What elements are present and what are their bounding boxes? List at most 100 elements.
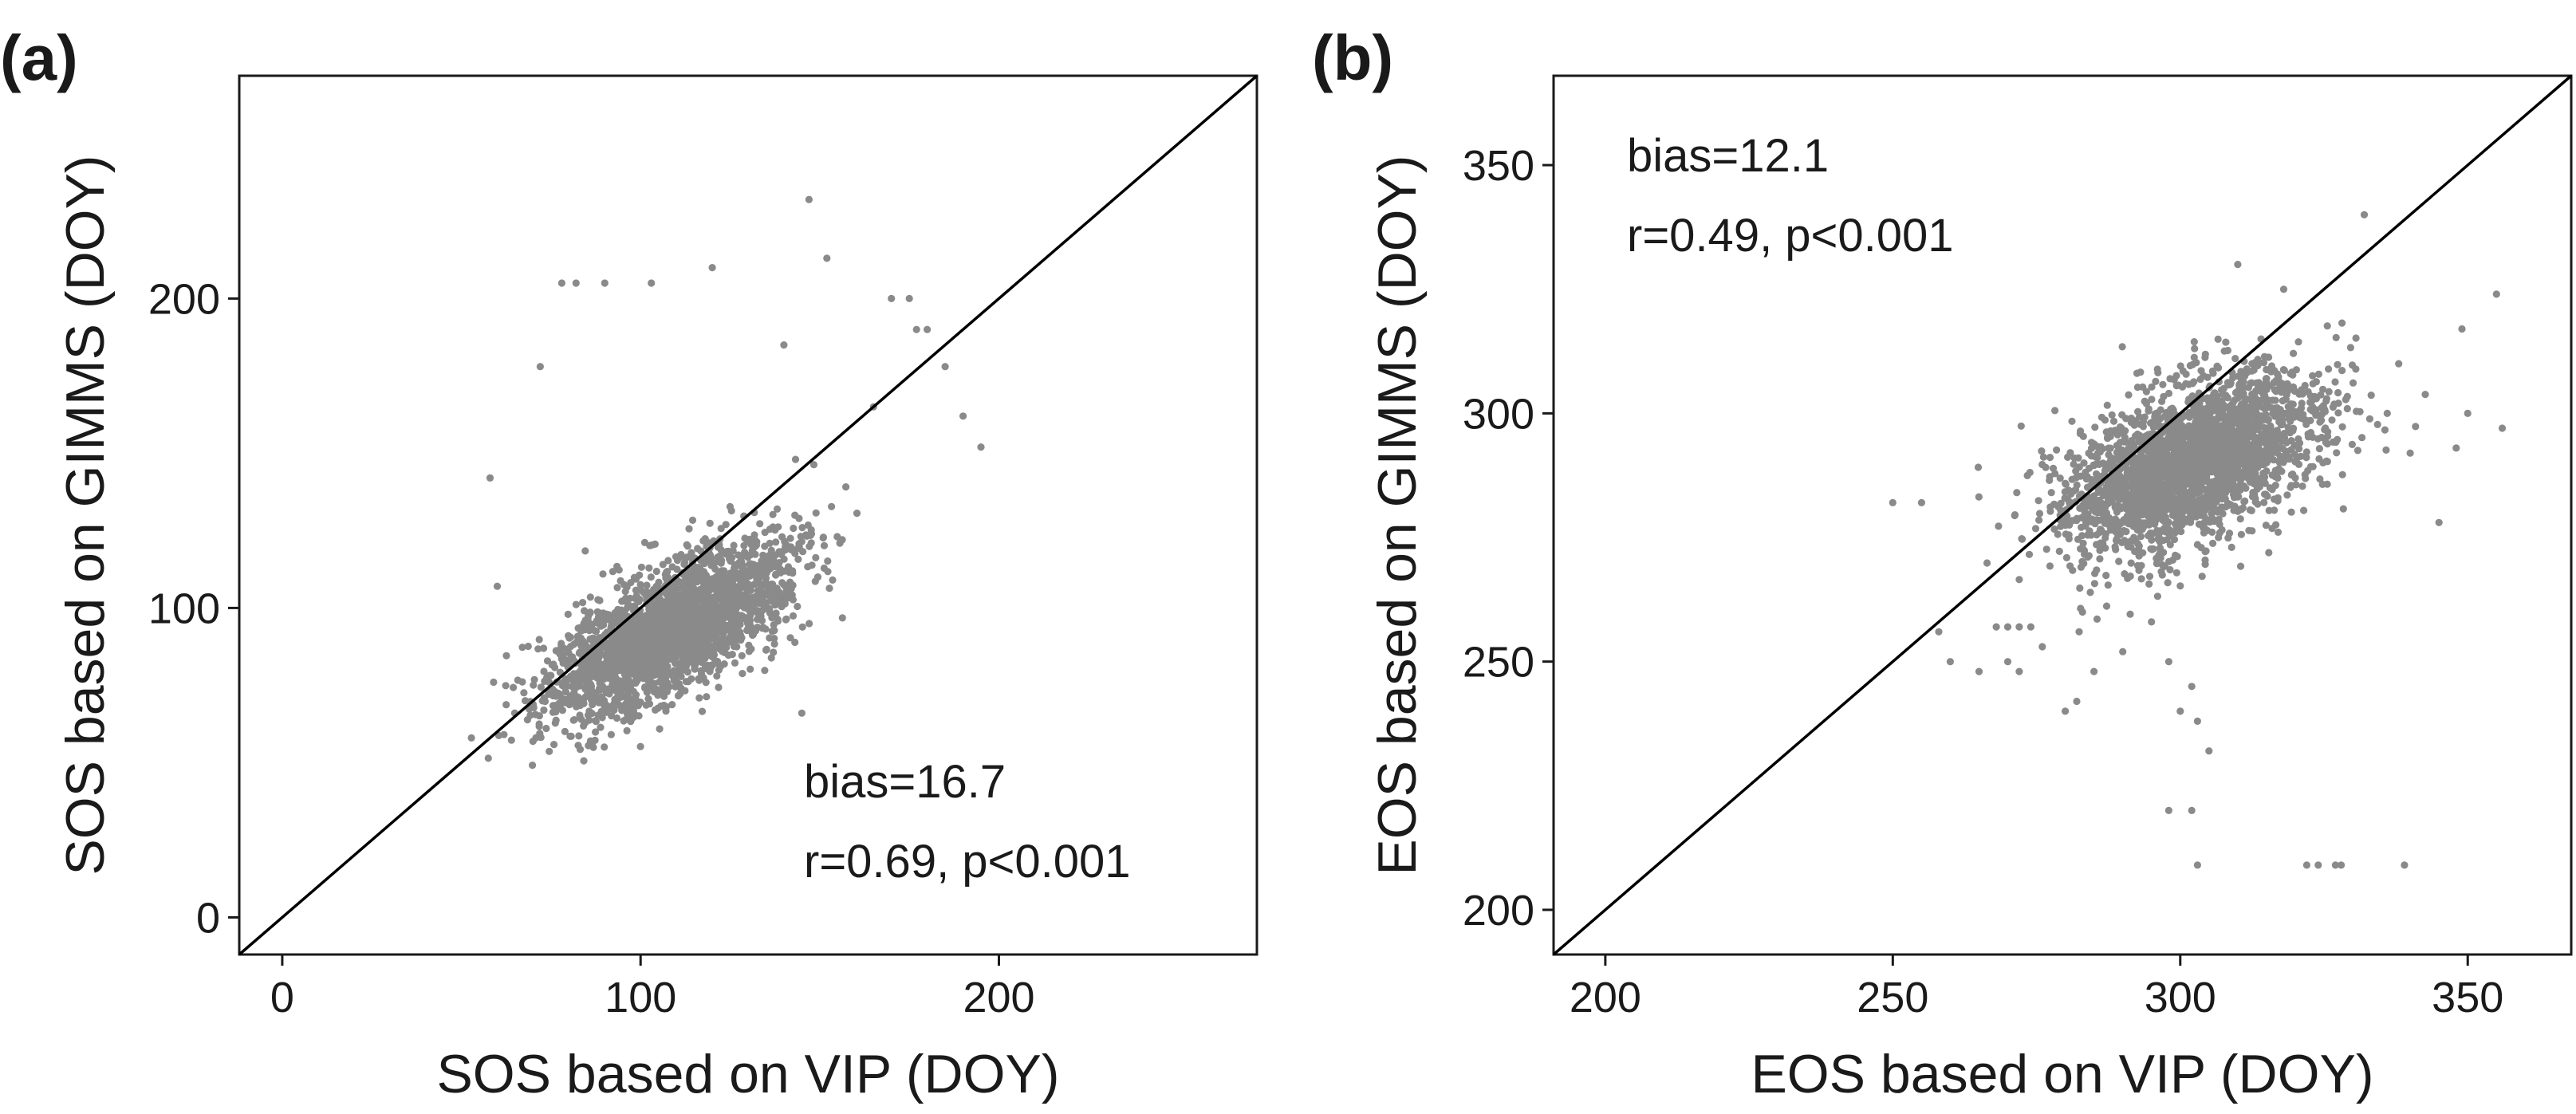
scatter-point bbox=[530, 675, 538, 683]
scatter-point bbox=[2102, 489, 2110, 498]
scatter-point bbox=[695, 694, 703, 702]
scatter-point bbox=[614, 649, 622, 657]
scatter-point bbox=[2343, 392, 2351, 400]
scatter-point bbox=[2176, 582, 2184, 590]
scatter-point bbox=[2163, 536, 2171, 544]
scatter-point bbox=[732, 636, 740, 644]
scatter-point bbox=[644, 677, 652, 686]
scatter-point bbox=[1975, 493, 1983, 501]
scatter-point bbox=[2079, 539, 2087, 547]
scatter-point bbox=[771, 597, 780, 605]
scatter-point bbox=[719, 621, 727, 629]
scatter-point bbox=[812, 553, 820, 562]
scatter-point bbox=[2135, 566, 2143, 574]
scatter-point bbox=[733, 643, 741, 651]
scatter-point bbox=[620, 671, 629, 679]
scatter-point bbox=[2101, 533, 2109, 542]
scatter-point bbox=[2243, 413, 2251, 422]
scatter-point bbox=[620, 717, 628, 725]
scatter-point bbox=[725, 555, 734, 563]
scatter-point bbox=[660, 626, 668, 634]
scatter-point bbox=[577, 624, 585, 632]
scatter-point bbox=[2279, 397, 2286, 405]
scatter-point bbox=[767, 654, 775, 662]
scatter-point bbox=[634, 673, 643, 681]
scatter-point bbox=[2062, 553, 2070, 562]
scatter-point bbox=[598, 612, 606, 620]
scatter-point bbox=[2038, 447, 2046, 455]
scatter-point bbox=[712, 628, 721, 636]
scatter-point bbox=[622, 679, 630, 688]
scatter-point bbox=[2259, 359, 2268, 367]
scatter-point bbox=[2279, 459, 2287, 466]
scatter-point bbox=[2334, 409, 2342, 417]
scatter-point bbox=[684, 589, 692, 597]
scatter-point bbox=[535, 722, 543, 730]
scatter-point bbox=[2104, 435, 2112, 443]
scatter-point bbox=[2271, 396, 2279, 404]
scatter-point bbox=[746, 665, 754, 673]
scatter-point bbox=[2331, 378, 2339, 386]
scatter-point bbox=[557, 640, 565, 648]
scatter-point bbox=[2227, 401, 2235, 409]
scatter-point bbox=[2132, 537, 2140, 545]
scatter-point bbox=[2023, 471, 2031, 480]
scatter-point bbox=[565, 632, 573, 640]
scatter-point bbox=[551, 702, 559, 710]
scatter-point bbox=[589, 687, 597, 695]
scatter-point bbox=[2332, 333, 2340, 341]
scatter-point bbox=[2087, 439, 2096, 447]
scatter-point bbox=[2334, 435, 2342, 443]
scatter-point bbox=[534, 645, 542, 653]
scatter-point bbox=[651, 605, 659, 613]
scatter-point bbox=[1995, 522, 2003, 530]
scatter-point bbox=[597, 707, 605, 715]
scatter-point bbox=[662, 674, 670, 682]
scatter-point bbox=[683, 636, 691, 644]
scatter-point bbox=[2068, 417, 2076, 425]
scatter-point bbox=[656, 725, 664, 733]
scatter-point bbox=[2338, 319, 2346, 327]
scatter-point bbox=[2046, 562, 2054, 570]
scatter-point bbox=[2127, 440, 2135, 448]
scatter-point bbox=[2218, 503, 2226, 511]
scatter-point bbox=[759, 551, 767, 559]
scatter-point bbox=[2265, 549, 2273, 557]
scatter-point bbox=[627, 639, 635, 647]
scatter-point bbox=[537, 683, 546, 691]
scatter-point bbox=[2238, 481, 2246, 490]
scatter-point bbox=[636, 699, 644, 707]
scatter-point bbox=[2358, 434, 2366, 442]
scatter-point bbox=[809, 461, 818, 469]
scatter-point bbox=[2263, 452, 2271, 460]
scatter-point bbox=[812, 509, 820, 517]
scatter-point bbox=[723, 549, 731, 557]
scatter-point bbox=[632, 655, 640, 663]
scatter-point bbox=[737, 554, 746, 562]
scatter-point bbox=[2265, 353, 2273, 361]
scatter-point bbox=[484, 754, 492, 762]
scatter-point bbox=[540, 667, 548, 675]
scatter-point bbox=[645, 671, 653, 679]
scatter-point bbox=[2145, 573, 2154, 581]
scatter-point bbox=[2373, 420, 2381, 429]
scatter-point bbox=[705, 640, 713, 649]
scatter-point bbox=[2178, 432, 2186, 440]
scatter-point bbox=[2114, 532, 2122, 540]
scatter-point bbox=[601, 743, 609, 751]
scatter-point bbox=[722, 521, 730, 529]
scatter-point bbox=[701, 655, 709, 663]
scatter-point bbox=[743, 601, 751, 610]
scatter-point bbox=[2353, 447, 2361, 455]
scatter-point bbox=[576, 746, 585, 754]
scatter-point bbox=[2352, 334, 2360, 342]
scatter-point bbox=[690, 585, 698, 592]
scatter-point bbox=[2319, 459, 2327, 467]
scatter-point bbox=[664, 663, 672, 671]
scatter-point bbox=[589, 625, 597, 633]
scatter-point bbox=[587, 681, 595, 689]
scatter-point bbox=[697, 667, 705, 675]
scatter-point bbox=[2039, 453, 2047, 461]
scatter-point bbox=[757, 612, 765, 620]
